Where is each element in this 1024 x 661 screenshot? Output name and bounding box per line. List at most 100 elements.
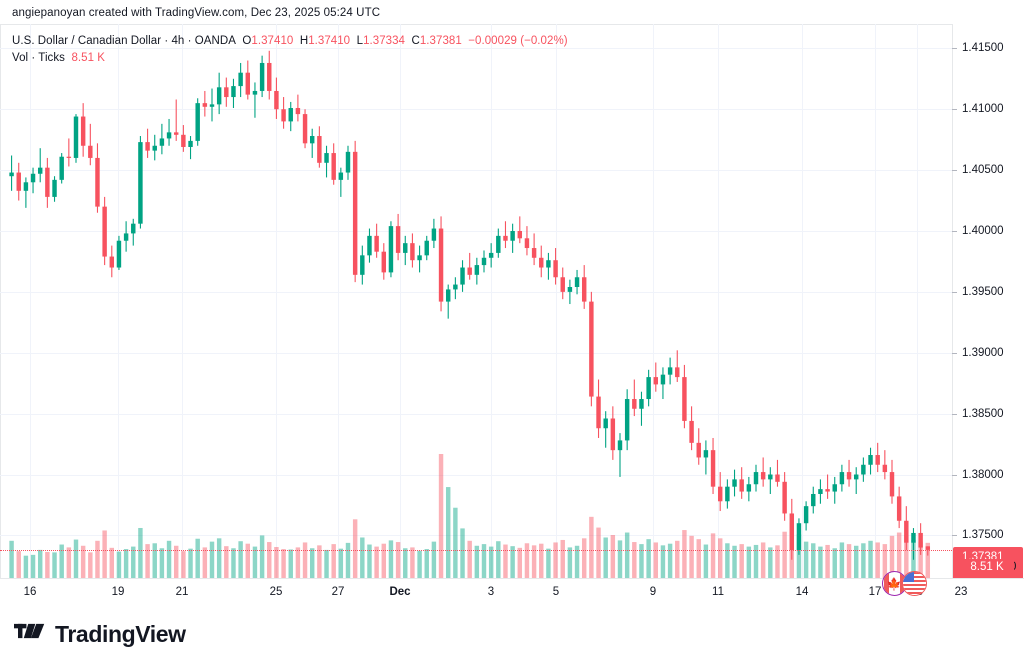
volume-bar: [488, 546, 494, 578]
candle-body: [760, 472, 766, 480]
volume-bar: [374, 546, 379, 578]
candle-body: [231, 86, 236, 98]
volume-bar: [367, 544, 372, 578]
candle-body: [474, 265, 480, 275]
candle-body: [331, 153, 336, 180]
time-tick-label: 19: [111, 586, 125, 598]
candle-body: [510, 230, 515, 241]
volume-bar: [546, 548, 551, 578]
candle-body: [252, 90, 258, 95]
volume-bar: [560, 539, 565, 578]
volume-bar: [667, 543, 673, 578]
candle-body: [431, 228, 437, 241]
volume-bar: [102, 530, 107, 578]
time-tick-label: Dec: [389, 586, 411, 598]
candle-body: [682, 377, 687, 421]
volume-bar: [531, 545, 537, 578]
candle-body: [896, 496, 902, 521]
candle-body: [732, 479, 737, 487]
candle-body: [152, 145, 157, 151]
candle-body: [410, 243, 415, 261]
volume-bar: [725, 543, 730, 578]
volume-bar: [424, 549, 429, 578]
volume-bar: [775, 545, 780, 578]
volume-bar: [317, 545, 322, 578]
volume-bar: [37, 549, 43, 578]
time-gridline: [276, 24, 277, 578]
candle-body: [481, 257, 487, 266]
volume-bar: [403, 548, 408, 578]
pane-top-border: [0, 24, 1024, 25]
time-axis[interactable]: 1619212527Dec3591114171923: [0, 578, 1024, 606]
time-gridline: [182, 24, 183, 578]
volume-bar: [524, 543, 530, 578]
candle-body: [245, 72, 251, 95]
candle-body: [309, 136, 315, 144]
time-tick-label: 27: [331, 586, 345, 598]
time-gridline: [400, 24, 401, 578]
candle-body: [803, 506, 809, 524]
price-axis[interactable]: 1.41500 1.41000 1.40500 1.40000 1.39500 1.390…: [952, 24, 1024, 582]
candle-body: [73, 116, 79, 158]
price-gridline: [0, 48, 952, 49]
volume-bar: [624, 532, 630, 578]
candle-body: [703, 450, 709, 458]
candle-body: [710, 450, 716, 487]
volume-bar: [188, 548, 193, 578]
candle-body: [796, 523, 802, 550]
volume-bar: [309, 548, 315, 578]
time-gridline: [491, 24, 492, 578]
price-gridline: [0, 170, 952, 171]
price-tick-dash: [952, 292, 957, 293]
volume-bar: [16, 551, 21, 578]
candle-body: [746, 484, 752, 492]
volume-bar: [753, 544, 759, 578]
time-tick-label: 25: [269, 586, 283, 598]
volume-bar: [660, 545, 666, 578]
candle-body: [589, 301, 594, 397]
time-gridline: [802, 24, 803, 578]
volume-bar: [302, 542, 308, 578]
tradingview-logo-icon: [14, 621, 46, 646]
price-plot-area[interactable]: [0, 24, 952, 578]
candle-body: [488, 252, 494, 258]
volume-bar: [45, 551, 50, 578]
candle-body: [567, 287, 573, 292]
volume-bar: [839, 542, 845, 578]
candle-body: [302, 114, 308, 144]
volume-bar: [832, 548, 837, 578]
volume-bar: [610, 535, 616, 578]
candle-body: [560, 277, 565, 292]
candle-body: [646, 377, 651, 400]
volume-bar: [918, 541, 923, 578]
candle-body: [388, 226, 394, 273]
volume-bar: [732, 545, 737, 578]
price-tick-dash: [952, 109, 957, 110]
candle-body: [904, 520, 909, 543]
volume-bar: [875, 542, 880, 578]
candlestick-series: [9, 50, 931, 578]
volume-bar: [388, 540, 394, 578]
price-gridline: [0, 353, 952, 354]
candle-body: [95, 157, 100, 207]
time-gridline: [718, 24, 719, 578]
volume-bar: [589, 516, 594, 578]
chart-pane[interactable]: U.S. Dollar / Canadian Dollar · 4h · OAN…: [0, 24, 1024, 596]
candle-body: [324, 153, 329, 163]
candle-body: [424, 240, 429, 256]
volume-bar: [138, 527, 143, 578]
volume-bar: [9, 540, 14, 578]
volume-bar: [510, 546, 515, 578]
volume-bar: [231, 548, 236, 578]
volume-bar: [853, 545, 859, 578]
price-tick-label: 1.40000: [962, 225, 1004, 237]
volume-bar: [453, 507, 458, 578]
candle-body: [581, 277, 587, 302]
tradingview-wordmark: TradingView: [55, 620, 186, 647]
candle-body: [16, 172, 21, 191]
candle-body: [417, 255, 422, 261]
time-tick-label: 21: [175, 586, 189, 598]
candle-body: [503, 235, 508, 241]
price-tick-dash: [952, 170, 957, 171]
